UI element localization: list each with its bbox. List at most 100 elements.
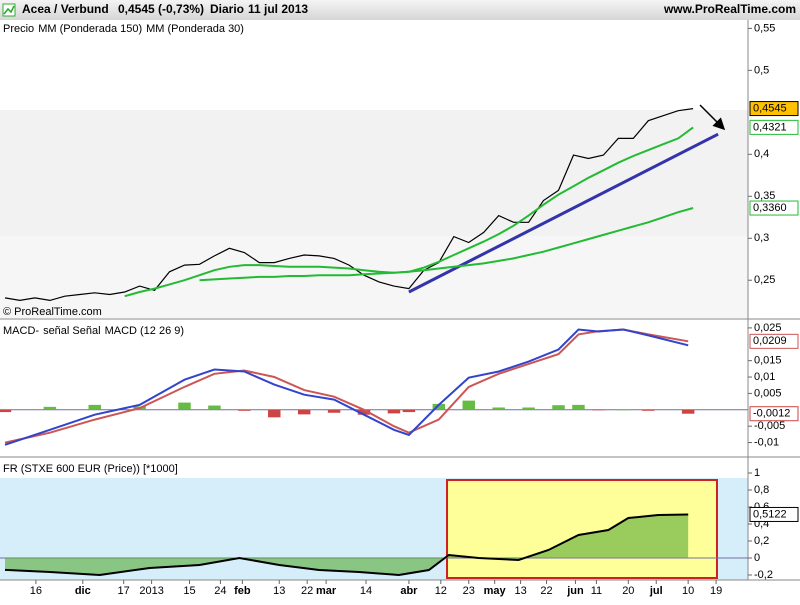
histogram-bar	[387, 409, 401, 414]
last-value-label: 0,4545	[753, 102, 787, 114]
x-tick-label: 22	[301, 585, 313, 597]
last-value-box	[749, 200, 799, 216]
y-tick-label: 0,5	[754, 64, 769, 76]
x-tick-label: 22	[540, 585, 552, 597]
symbol: Acea / Verbund	[22, 2, 109, 16]
arrow	[699, 104, 726, 131]
site: www.ProRealTime.com	[663, 2, 796, 16]
histogram-bar	[642, 409, 655, 411]
histogram-bar	[592, 409, 605, 411]
legend-entry: FR (STXE 600 EUR (Price)) [*1000]	[3, 463, 178, 475]
legend-entry: señal Señal	[43, 325, 101, 337]
x-tick-label: mar	[316, 585, 337, 597]
x-tick-label: 13	[273, 585, 285, 597]
y-tick-label: 0,25	[754, 274, 775, 286]
y-tick-label: 0,8	[754, 484, 769, 496]
last-value-label: 0,3360	[753, 202, 787, 214]
series-line	[124, 126, 694, 298]
x-tick-label: jun	[566, 585, 584, 597]
histogram-bar	[0, 409, 12, 413]
copyright: © ProRealTime.com	[3, 306, 102, 318]
x-tick-label: 16	[30, 585, 42, 597]
histogram-bar	[268, 409, 281, 418]
y-tick-label: 0	[754, 552, 760, 564]
x-tick-label: 13	[514, 585, 526, 597]
app-icon-line	[3, 5, 15, 15]
y-tick-label: -0,2	[754, 569, 773, 581]
histogram-bar	[617, 409, 630, 411]
histogram-bar	[178, 402, 191, 410]
legend-entry: MM (Ponderada 30)	[146, 23, 244, 35]
legend-entry: Precio	[3, 23, 34, 35]
series-line	[4, 328, 689, 444]
series-line	[4, 328, 689, 446]
x-tick-label: 23	[463, 585, 475, 597]
x-tick-label: jul	[649, 585, 663, 597]
y-tick-label: -0,01	[754, 436, 779, 448]
x-tick-label: abr	[400, 585, 418, 597]
x-tick-label: 12	[435, 585, 447, 597]
quote: 0,4545 (-0,73%)	[118, 2, 204, 16]
last-value-box	[749, 119, 799, 135]
y-tick-label: 0,4	[754, 148, 769, 160]
series-line	[199, 207, 694, 282]
x-tick-label: 15	[183, 585, 195, 597]
histogram-bar	[238, 409, 251, 411]
macd-panel	[0, 322, 748, 455]
x-tick-label: 2013	[139, 585, 163, 597]
header-bar	[0, 0, 800, 20]
last-value-label: 0,4321	[753, 121, 787, 133]
histogram-bar	[432, 403, 446, 410]
last-value-box	[749, 406, 799, 422]
histogram-bar	[552, 405, 565, 410]
y-tick-label: 0,55	[754, 22, 775, 34]
last-value-label: 0,5122	[753, 508, 787, 520]
x-tick-label: dic	[75, 585, 91, 597]
series-line	[4, 108, 694, 302]
histogram-bar	[572, 404, 585, 410]
histogram-bar	[208, 405, 221, 410]
y-tick-label: 0,01	[754, 371, 775, 383]
last-value-box	[749, 333, 799, 349]
price-band	[0, 110, 748, 236]
histogram-bar	[43, 406, 57, 410]
y-tick-label: 0,005	[754, 387, 782, 399]
y-tick-label: 0,3	[754, 232, 769, 244]
histogram-bar	[402, 409, 416, 413]
last-value-label: -0,0012	[753, 408, 790, 420]
y-tick-label: 0,015	[754, 355, 782, 367]
legend-entry: MACD-	[3, 325, 39, 337]
x-tick-label: 19	[710, 585, 722, 597]
x-tick-label: 10	[682, 585, 694, 597]
x-tick-label: 17	[118, 585, 130, 597]
y-tick-label: 0,35	[754, 190, 775, 202]
legend-entry: MM (Ponderada 150)	[38, 23, 142, 35]
x-tick-label: may	[484, 585, 507, 597]
x-tick-label: 20	[622, 585, 634, 597]
histogram-bar	[522, 407, 535, 410]
highlight-box	[446, 479, 718, 579]
x-tick-label: 24	[214, 585, 226, 597]
histogram-bar	[327, 409, 341, 413]
y-tick-label: 0,2	[754, 535, 769, 547]
period: Diario	[210, 2, 244, 16]
last-value-box	[749, 506, 799, 522]
y-tick-label: -0,005	[754, 420, 785, 432]
last-value-label: 0,0209	[753, 335, 787, 347]
histogram-bar	[462, 400, 475, 410]
histogram-bar	[357, 409, 371, 415]
histogram-bar	[88, 404, 101, 410]
legend-entry: MACD (12 26 9)	[105, 325, 184, 337]
last-value-box	[749, 101, 799, 117]
y-tick-label: 0,025	[754, 322, 782, 334]
series-line	[4, 513, 689, 577]
histogram-bar	[492, 407, 505, 410]
histogram-bar	[681, 409, 695, 414]
date: 11 jul 2013	[248, 2, 308, 16]
x-tick-label: feb	[234, 585, 251, 597]
x-tick-label: 14	[360, 585, 372, 597]
x-tick-label: 11	[591, 585, 602, 597]
histogram-bar	[297, 409, 311, 415]
y-tick-label: 1	[754, 467, 760, 479]
